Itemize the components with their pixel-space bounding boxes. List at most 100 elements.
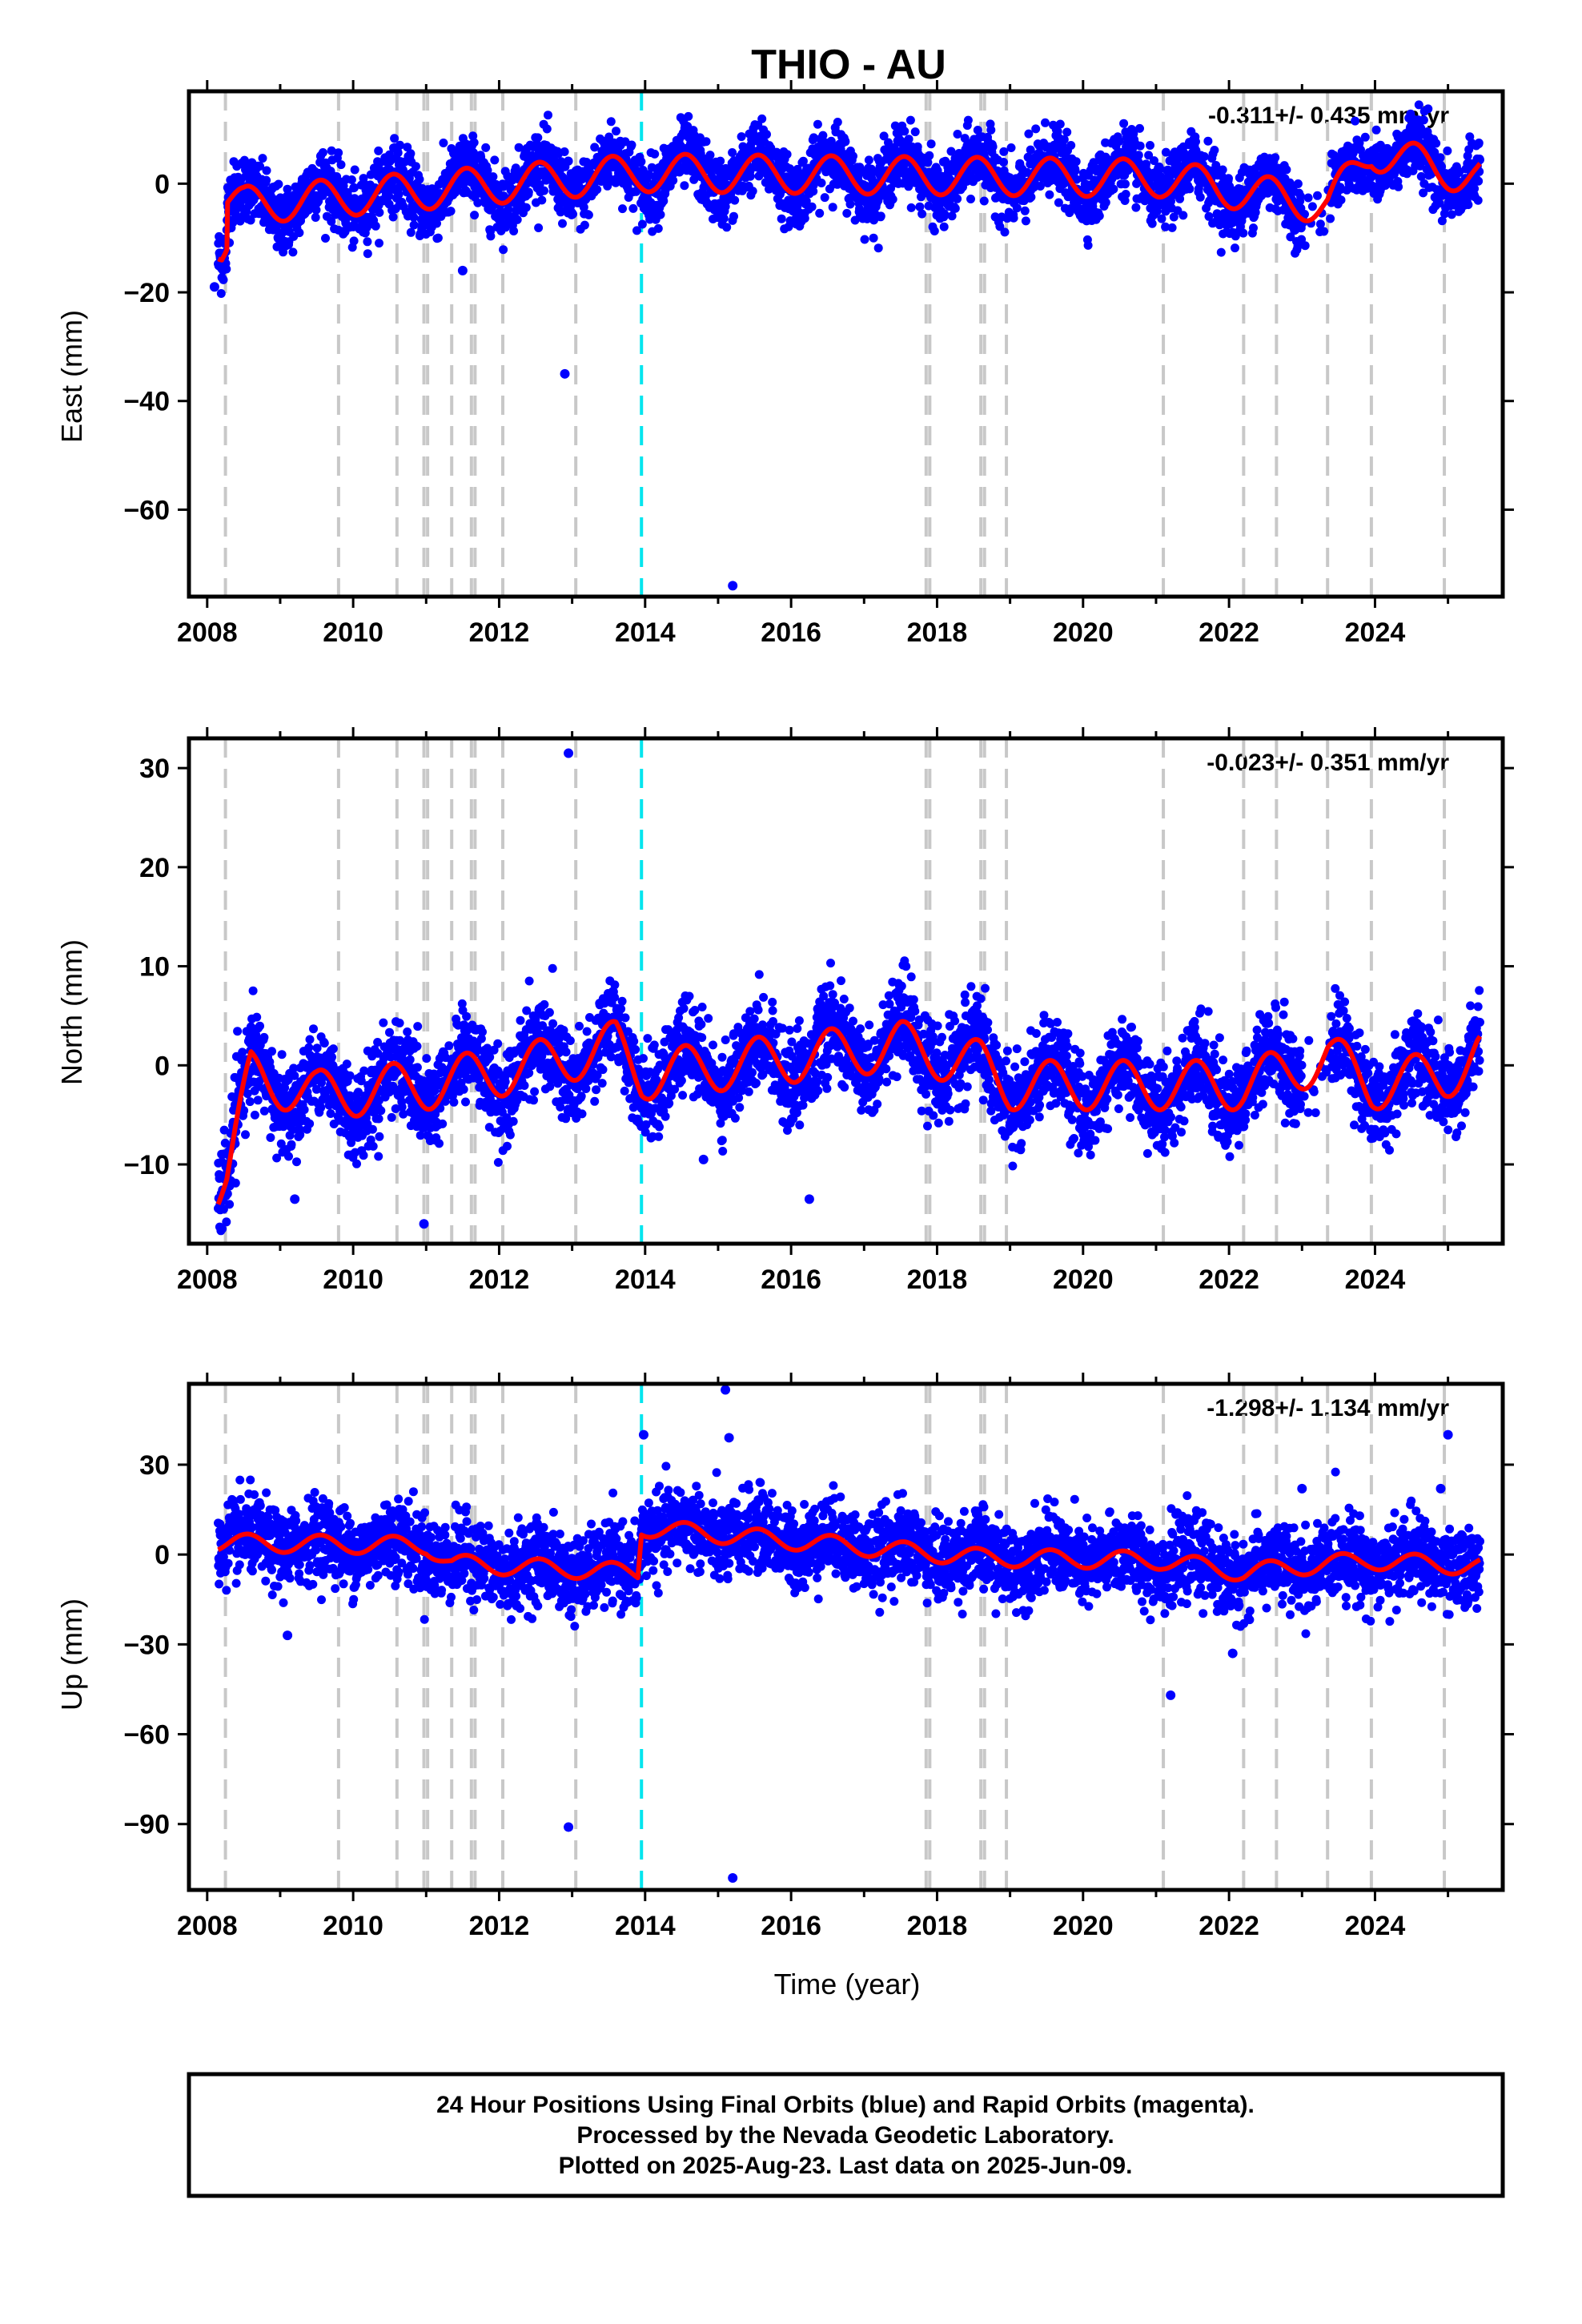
north-point (259, 1106, 269, 1116)
east-point (258, 154, 267, 163)
east-point (719, 214, 729, 223)
east-point (295, 228, 304, 238)
east-point (1135, 141, 1145, 151)
east-point (556, 206, 565, 215)
north-point (379, 1018, 388, 1027)
north-point (248, 986, 258, 995)
east-point (1394, 182, 1403, 191)
north-point (449, 1097, 459, 1107)
east-point (833, 118, 842, 127)
east-point (905, 115, 915, 125)
east-point (1012, 203, 1022, 213)
east-point (910, 127, 920, 137)
east-point (219, 275, 228, 284)
east-point (403, 143, 412, 152)
chart-title: THIO - AU (751, 42, 946, 88)
east-point (628, 203, 638, 213)
north-point (225, 1200, 235, 1209)
east-point (1239, 228, 1248, 238)
east-point (446, 207, 456, 216)
east-point (432, 219, 441, 228)
east-point (1271, 153, 1280, 163)
east-xtick-label-6: 2020 (1053, 617, 1114, 648)
east-point (999, 158, 1008, 167)
east-point (540, 186, 548, 195)
east-point (409, 220, 419, 230)
east-point (659, 196, 669, 206)
north-point (374, 1114, 383, 1124)
east-point (1191, 137, 1200, 147)
east-point (394, 190, 404, 199)
east-point (350, 165, 359, 175)
east-point (1009, 213, 1018, 223)
east-point (632, 226, 641, 235)
east-point (637, 219, 647, 229)
east-point (1071, 157, 1081, 167)
east-point (604, 132, 614, 142)
east-point (618, 204, 627, 214)
east-point (262, 175, 271, 185)
north-point (375, 1132, 384, 1141)
east-point (1062, 127, 1072, 137)
east-point (521, 203, 531, 212)
east-point (283, 184, 292, 194)
east-xtick-label-0: 2008 (177, 617, 238, 648)
north-point (328, 1044, 338, 1054)
east-point (1066, 141, 1076, 150)
east-point (1199, 152, 1209, 161)
east-point (564, 156, 573, 166)
east-point (606, 117, 616, 127)
east-point (1134, 151, 1143, 160)
east-point (979, 196, 989, 206)
east-point (1431, 139, 1441, 148)
east-point (406, 227, 416, 237)
east-point (222, 264, 231, 274)
east-point (311, 205, 321, 215)
east-point (255, 162, 264, 171)
north-point (412, 1042, 422, 1051)
east-point (813, 119, 822, 129)
east-point (963, 115, 973, 125)
east-point (350, 183, 359, 192)
north-point (438, 1119, 448, 1128)
east-point (1336, 195, 1346, 205)
east-point (321, 234, 330, 243)
east-point (1203, 136, 1213, 146)
east-point (246, 215, 255, 225)
north-point (403, 1027, 412, 1036)
east-outlier-point-0 (560, 368, 570, 379)
east-point (375, 239, 383, 248)
east-point (1231, 243, 1239, 253)
east-point (669, 175, 678, 185)
east-point (864, 155, 873, 165)
north-point (277, 1050, 287, 1059)
north-point (435, 1139, 444, 1148)
north-point (295, 1130, 305, 1140)
east-point (988, 142, 998, 151)
north-point (309, 1024, 318, 1034)
east-point (388, 212, 398, 222)
east-point (1224, 174, 1233, 183)
east-point (1026, 192, 1036, 202)
east-point (873, 243, 883, 253)
east-point (1185, 184, 1195, 194)
east-point (828, 203, 837, 212)
east-point (311, 213, 320, 222)
east-point (468, 148, 478, 158)
east-point (347, 175, 356, 184)
east-point (729, 211, 738, 221)
east-point (533, 133, 543, 143)
east-point (439, 139, 448, 147)
east-point (363, 237, 372, 247)
east-point (469, 138, 479, 147)
east-point (1216, 247, 1226, 257)
east-point (592, 185, 602, 195)
east-xtick-label-8: 2024 (1345, 617, 1406, 648)
east-point (701, 137, 711, 147)
east-point (1021, 216, 1030, 226)
east-point (1195, 192, 1205, 202)
north-point (255, 1021, 264, 1031)
east-point (842, 208, 852, 218)
east-point (499, 245, 508, 255)
